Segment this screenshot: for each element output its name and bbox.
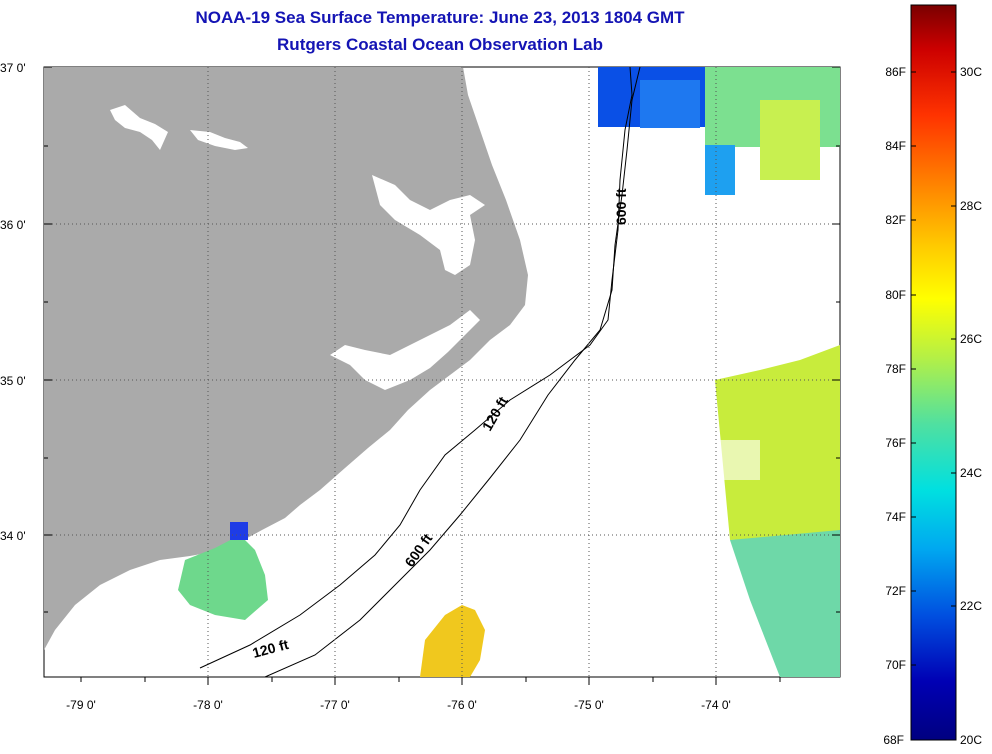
fahrenheit-label: 72F: [885, 584, 906, 598]
lat-label: 37 0': [0, 61, 26, 75]
contour-120ft: [199, 67, 633, 669]
map-subtitle: Rutgers Coastal Ocean Observation Lab: [277, 35, 603, 54]
lon-label: -77 0': [320, 698, 350, 712]
lon-label: -75 0': [574, 698, 604, 712]
fahrenheit-label: 78F: [885, 362, 906, 376]
celsius-label: 26C: [960, 332, 982, 346]
fahrenheit-label: 76F: [885, 436, 906, 450]
sst-patch-north: [598, 67, 840, 195]
fahrenheit-label: 82F: [885, 213, 906, 227]
inland-water: [110, 105, 168, 150]
celsius-label: 24C: [960, 466, 982, 480]
fahrenheit-label: 80F: [885, 288, 906, 302]
axis-ticks: [44, 66, 840, 685]
fahrenheit-label: 74F: [885, 510, 906, 524]
celsius-label: 30C: [960, 65, 982, 79]
fahrenheit-label: 86F: [885, 65, 906, 79]
fahrenheit-label: 68F: [883, 733, 904, 747]
celsius-label: 20C: [960, 733, 982, 747]
inland-water: [190, 130, 248, 150]
fahrenheit-ticks: [911, 71, 916, 666]
lat-label: 36 0': [0, 218, 26, 232]
inland-water: [330, 310, 480, 390]
celsius-ticks: [951, 71, 956, 607]
lon-label: -74 0': [701, 698, 731, 712]
lon-label: -78 0': [193, 698, 223, 712]
lon-label: -76 0': [447, 698, 477, 712]
celsius-label: 22C: [960, 599, 982, 613]
lon-label: -79 0': [66, 698, 96, 712]
fahrenheit-label: 84F: [885, 139, 906, 153]
fahrenheit-label: 70F: [885, 658, 906, 672]
celsius-label: 28C: [960, 199, 982, 213]
lat-label: 35 0': [0, 374, 26, 388]
lat-label: 34 0': [0, 529, 26, 543]
sst-patch-east: [715, 345, 840, 677]
contour-600ft: [264, 67, 641, 677]
sst-patch-southwest: [178, 522, 268, 620]
graticule: [44, 67, 840, 677]
inland-water: [372, 175, 485, 275]
color-scale-bar: [910, 4, 957, 741]
map-title: NOAA-19 Sea Surface Temperature: June 23…: [195, 8, 685, 27]
sst-patch-south: [420, 605, 485, 677]
contour-label: 600 ft: [613, 188, 629, 225]
